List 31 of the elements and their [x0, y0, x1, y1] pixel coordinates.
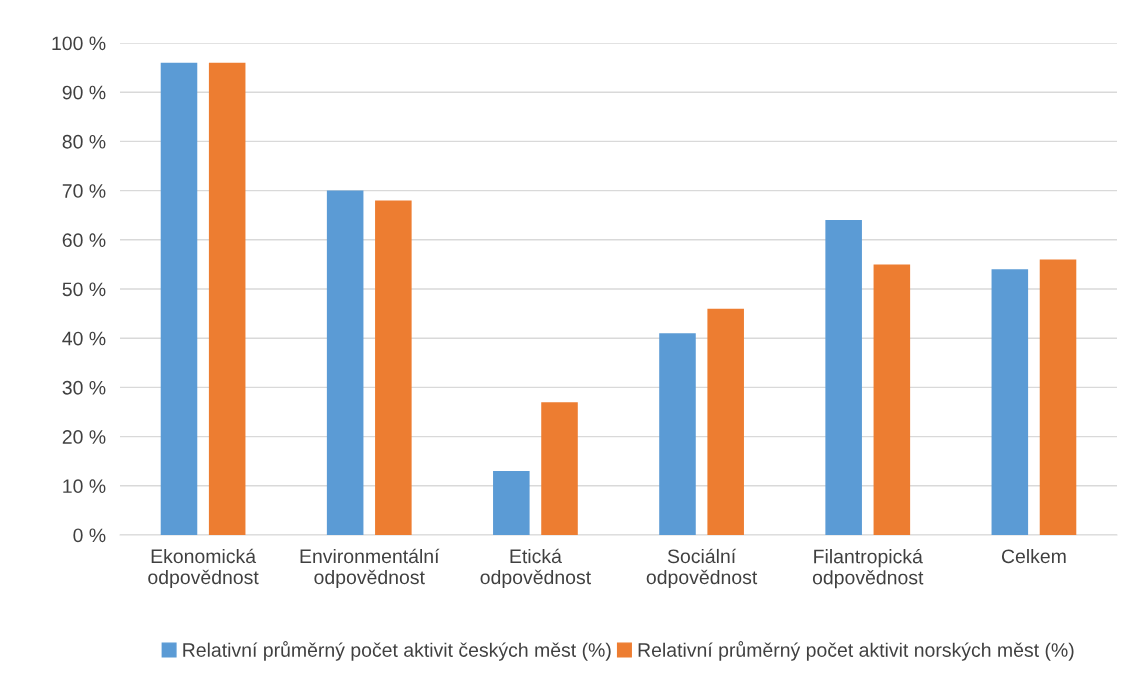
- bar: [825, 220, 862, 535]
- bar: [541, 402, 578, 535]
- legend-label: Relativní průměrný počet aktivit českých měst (%): [183, 641, 611, 661]
- bar: [659, 333, 696, 535]
- bar: [326, 190, 364, 535]
- y-tick-label: 50 %: [62, 282, 106, 297]
- x-tick-label: Sociální odpovědnost: [646, 548, 758, 589]
- y-tick-label: 30 %: [62, 380, 106, 395]
- bar: [991, 269, 1029, 535]
- legend-label: Relativní průměrný počet aktivit norských měst (%): [638, 641, 1074, 661]
- bar: [873, 264, 911, 535]
- y-tick-label: 80 %: [62, 134, 106, 149]
- y-tick-label: 40 %: [62, 331, 106, 346]
- bar: [1039, 259, 1077, 535]
- y-tick-label: 10 %: [63, 479, 106, 494]
- y-tick-label: 20 %: [62, 430, 106, 444]
- bar: [208, 62, 246, 535]
- y-tick-label: 90 %: [62, 85, 106, 100]
- bar: [160, 62, 198, 535]
- x-tick-label: Filantropická odpovědnost: [812, 548, 924, 589]
- y-tick-label: 70 %: [62, 184, 106, 198]
- x-tick-label: Celkem: [1001, 548, 1066, 564]
- y-tick-label: 0 %: [73, 528, 106, 543]
- bar: [493, 471, 530, 535]
- x-tick-label: Etická odpovědnost: [480, 548, 591, 589]
- x-tick-label: Environmentální odpovědnost: [300, 548, 440, 589]
- bar: [707, 308, 744, 535]
- y-tick-label: 60 %: [62, 233, 106, 248]
- bar: [375, 200, 412, 535]
- x-tick-label: Ekonomická odpovědnost: [148, 548, 259, 589]
- y-tick-label: 100 %: [52, 36, 106, 51]
